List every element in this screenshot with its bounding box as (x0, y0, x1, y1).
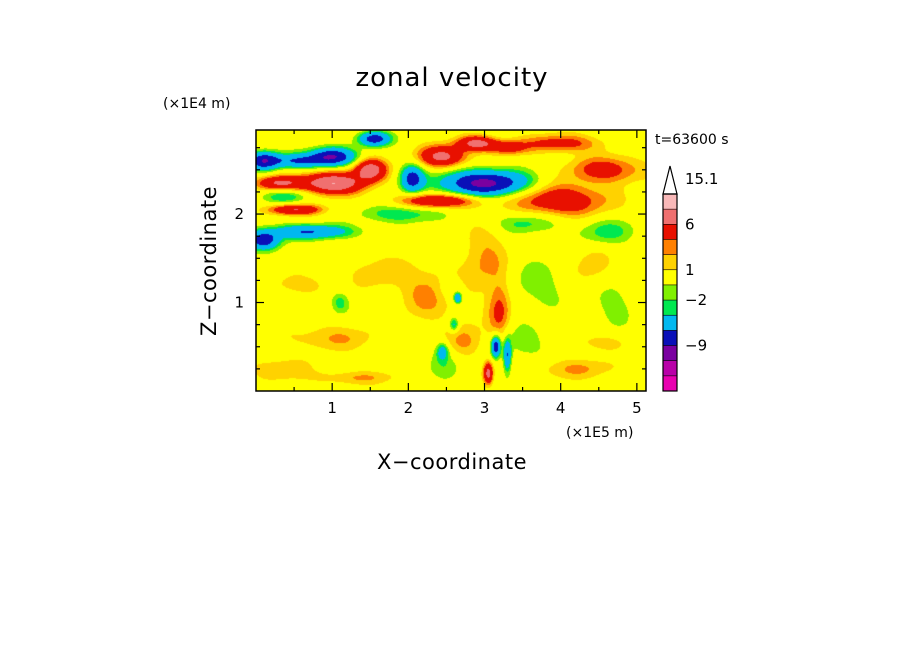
x-axis-title: X−coordinate (377, 450, 527, 474)
colorbar-segment (663, 284, 677, 301)
colorbar-segment (663, 239, 677, 255)
colorbar-label: 6 (685, 215, 695, 233)
colorbar-label: 15.1 (685, 170, 718, 188)
heatmap-canvas (256, 130, 646, 391)
y-tick-label: 2 (234, 205, 244, 223)
colorbar-segment (663, 209, 677, 225)
colorbar-label: 1 (685, 261, 695, 279)
time-label: t=63600 s (655, 132, 729, 148)
y-axis-ticks: 12 (234, 147, 646, 370)
x-axis-ticks: 1 2 3 4 5 (293, 130, 642, 417)
x-unit-label: (×1E5 m) (566, 425, 633, 441)
colorbar-label: −2 (685, 291, 707, 309)
colorbar-extend-arrow (662, 165, 678, 195)
x-tick-label: 1 (327, 399, 337, 417)
plot-frame (255, 129, 647, 392)
chart-title: zonal velocity (355, 63, 548, 93)
colorbar-label: −9 (685, 337, 707, 355)
colorbar-segment (663, 345, 677, 361)
x-tick-label: 5 (632, 399, 642, 417)
y-axis-title: Z−coordinate (197, 186, 221, 336)
heatmap-field (256, 130, 646, 391)
colorbar-segment (663, 300, 677, 316)
x-tick-label: 2 (404, 399, 414, 417)
x-tick-label: 4 (556, 399, 566, 417)
colorbar-segment (663, 330, 677, 346)
x-tick-label: 3 (480, 399, 490, 417)
colorbar-frame (662, 193, 678, 392)
colorbar-segment (663, 360, 677, 376)
y-unit-label: (×1E4 m) (163, 96, 230, 112)
colorbar: 15.1 6 1 −2 −9 (662, 165, 718, 392)
colorbar-segment (663, 254, 677, 270)
colorbar-segment (663, 194, 677, 210)
y-tick-label: 1 (234, 294, 244, 312)
colorbar-segment (663, 224, 677, 240)
colorbar-segment (663, 375, 677, 391)
colorbar-segment (663, 315, 677, 331)
colorbar-segment (663, 269, 677, 285)
